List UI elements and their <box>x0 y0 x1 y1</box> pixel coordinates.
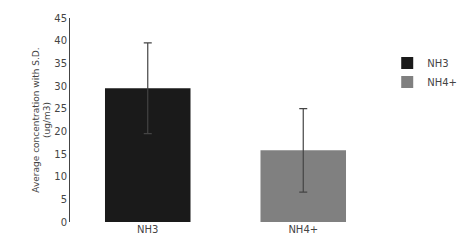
svg-text:NH4+: NH4+ <box>288 224 318 235</box>
svg-text:15: 15 <box>54 149 67 160</box>
svg-text:0: 0 <box>61 217 67 228</box>
svg-text:40: 40 <box>54 35 67 46</box>
svg-text:5: 5 <box>61 194 67 205</box>
svg-text:35: 35 <box>54 58 67 69</box>
svg-text:Average concentration with S.D: Average concentration with S.D.(ug/m3) <box>31 47 53 192</box>
svg-text:25: 25 <box>54 103 67 114</box>
svg-text:20: 20 <box>54 126 67 137</box>
svg-text:30: 30 <box>54 81 67 92</box>
svg-text:NH3: NH3 <box>137 224 158 235</box>
svg-text:NH4+: NH4+ <box>427 77 457 88</box>
svg-text:45: 45 <box>54 13 67 24</box>
svg-text:NH3: NH3 <box>427 58 448 69</box>
svg-text:10: 10 <box>54 171 67 182</box>
